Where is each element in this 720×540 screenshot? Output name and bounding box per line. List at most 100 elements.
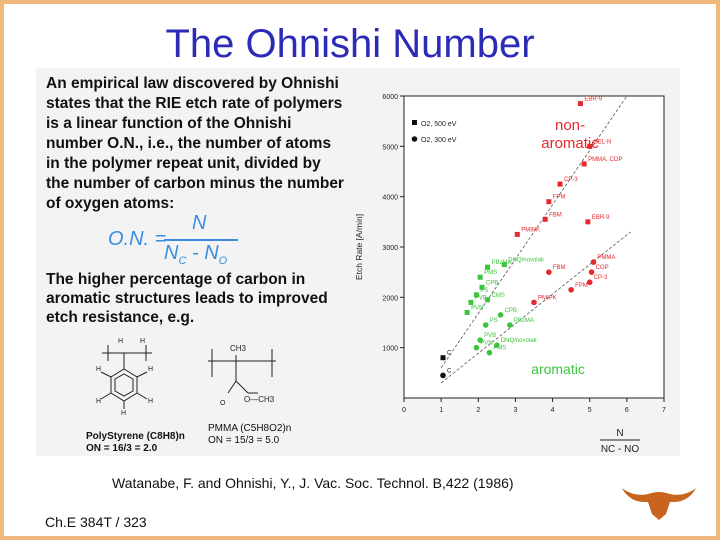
data-label: CP-3: [564, 177, 578, 183]
data-label: PVB: [475, 295, 487, 301]
data-label: EBR-9: [592, 215, 610, 221]
legend-marker-square: [412, 120, 417, 125]
data-point: [588, 269, 595, 275]
data-label: PMS: [493, 346, 506, 352]
formula-lhs: O.N. =: [108, 228, 167, 250]
data-point: [590, 259, 597, 265]
legend-entry: O2, 500 eV: [421, 121, 457, 128]
legend-entry: O2, 300 eV: [421, 137, 457, 144]
svg-text:H: H: [148, 366, 153, 373]
data-label: SEL-N: [594, 139, 612, 145]
svg-text:H: H: [96, 398, 101, 405]
data-label: PMIPK: [521, 227, 540, 233]
data-label: PVN: [480, 341, 492, 347]
svg-text:H: H: [96, 366, 101, 373]
data-label: PVB: [484, 333, 496, 339]
chart-svg: 0 1 2 3 4 5 6 7 1000 2000 3000 4000 5000 6000 Etch Rat…: [354, 94, 666, 455]
data-label: PBzMA: [514, 318, 534, 324]
x-tick-label: 2: [476, 407, 480, 414]
pmma-name: PMMA (C5H8O2)n: [208, 423, 292, 434]
y-tick-label: 3000: [382, 245, 398, 252]
svg-text:H: H: [148, 398, 153, 405]
x-tick-label: 0: [402, 407, 406, 414]
data-label: CMS: [492, 293, 505, 299]
data-point: [546, 269, 552, 275]
annotation-non-aromatic-line2: aromatic: [541, 135, 599, 152]
data-point: [531, 299, 537, 306]
polystyrene-on: ON = 16/3 = 2.0: [86, 443, 158, 454]
formula-fraction-bar: [164, 239, 238, 241]
data-label: PS: [480, 288, 488, 294]
svg-text:H: H: [118, 338, 123, 345]
data-label: C: [447, 351, 452, 357]
data-label: PMMA: [597, 255, 615, 261]
citation: Watanabe, F. and Ohnishi, Y., J. Vac. So…: [112, 475, 514, 491]
outro-text: The higher percentage of carbon in aroma…: [46, 271, 328, 326]
data-label: EBR-9: [584, 97, 602, 103]
x-tick-label: 7: [662, 407, 666, 414]
data-point: [546, 199, 552, 205]
data-label: PMMA, COP: [588, 157, 622, 163]
data-label: PBzMA: [492, 260, 512, 266]
data-point: [497, 312, 504, 318]
data-label: PS: [490, 318, 498, 324]
x-tick-label: 3: [513, 407, 517, 414]
annotation-aromatic: aromatic: [531, 361, 585, 377]
data-point: [586, 279, 593, 286]
slide-title: The Ohnishi Number: [165, 22, 535, 66]
etch-rate-chart: 0 1 2 3 4 5 6 7 1000 2000 3000 4000 5000 6000 Etch Rat…: [348, 72, 678, 455]
data-point: [473, 292, 479, 298]
data-point: [479, 284, 485, 290]
data-point: [482, 322, 489, 328]
data-label: FBM: [553, 265, 566, 271]
data-label: CP-3: [594, 275, 608, 281]
data-point: [468, 299, 474, 305]
longhorn-logo: [620, 480, 698, 522]
data-point: [485, 297, 491, 303]
data-point: [507, 322, 513, 328]
y-tick-label: 5000: [382, 144, 398, 151]
polystyrene-name: PolyStyrene (C8H8)n: [86, 431, 185, 442]
x-tick-label: 5: [588, 407, 592, 414]
y-tick-label: 4000: [382, 195, 398, 202]
data-point: [485, 264, 491, 270]
data-label: DNQ/novolak: [501, 338, 538, 344]
x-axis-label-numerator: N: [616, 428, 623, 439]
data-point: [473, 344, 480, 351]
x-tick-label: 1: [439, 407, 443, 414]
data-point: [581, 161, 587, 167]
ohnishi-formula: O.N. = N NC - NO: [108, 212, 308, 268]
formula-numerator: N: [192, 212, 207, 234]
svg-text:H: H: [140, 338, 145, 345]
course-footer: Ch.E 384T / 323: [45, 514, 147, 530]
fit-line: [440, 231, 631, 384]
data-point: [464, 309, 470, 315]
data-point: [542, 216, 548, 222]
data-point: [477, 274, 483, 280]
data-point: [568, 286, 574, 293]
data-label: C: [447, 368, 452, 374]
legend-marker-circle: [411, 136, 418, 142]
pmma-on: ON = 15/3 = 5.0: [208, 435, 280, 446]
y-axis-label: Etch Rate [A/min]: [354, 214, 364, 280]
svg-text:H: H: [121, 410, 126, 417]
svg-text:O: O: [220, 400, 226, 407]
data-label: FPM: [575, 283, 588, 289]
data-point: [585, 219, 591, 225]
data-label: FPM: [553, 195, 566, 201]
data-point: [587, 143, 593, 149]
data-point: [557, 181, 563, 187]
data-label: CPB: [505, 308, 517, 314]
data-point: [494, 342, 500, 348]
data-point: [501, 262, 507, 268]
data-label: PVN: [471, 305, 483, 311]
chemical-structures: H H H H H H H O CH3 O—CH3 PolyStyrene (C8H8…: [36, 335, 356, 455]
data-label: PMS: [484, 270, 497, 276]
x-axis-label-denominator: NC - NO: [601, 444, 640, 452]
x-tick-label: 6: [625, 407, 629, 414]
data-point: [577, 101, 583, 107]
data-point: [440, 372, 446, 379]
pmma-ch3-label: CH3: [230, 344, 247, 353]
data-label: DNQ/novolak: [508, 258, 545, 264]
